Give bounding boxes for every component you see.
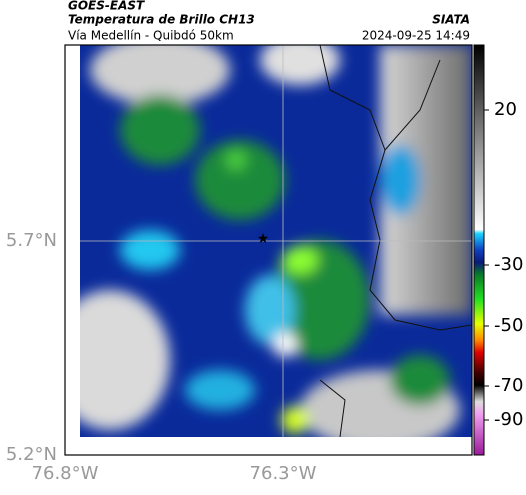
lon-label: 76.3°W (250, 463, 317, 484)
colorbar-ticks: 20 -30 -50 -70 -90 (484, 99, 523, 430)
route: Vía Medellín - Quibdó 50km (68, 29, 234, 43)
map-frame (64, 44, 473, 456)
lat-label: 5.2°N (6, 444, 57, 465)
colorbar-tick-label: -30 (494, 254, 523, 275)
colorbar (473, 44, 485, 456)
colorbar-tick-label: -90 (494, 409, 523, 430)
org: SIATA (432, 13, 470, 27)
lat-label: 5.7°N (6, 230, 57, 251)
product: Temperatura de Brillo CH13 (68, 13, 255, 27)
location-star: ★ (257, 231, 270, 247)
source: GOES-EAST (68, 0, 145, 13)
satellite-image (80, 45, 472, 437)
colorbar-tick-label: -50 (494, 315, 523, 336)
lon-label: 76.8°W (32, 463, 99, 484)
colorbar-tick-label: -70 (494, 375, 523, 396)
datetime: 2024-09-25 14:49 (362, 29, 470, 43)
colorbar-tick-label: 20 (494, 99, 517, 120)
